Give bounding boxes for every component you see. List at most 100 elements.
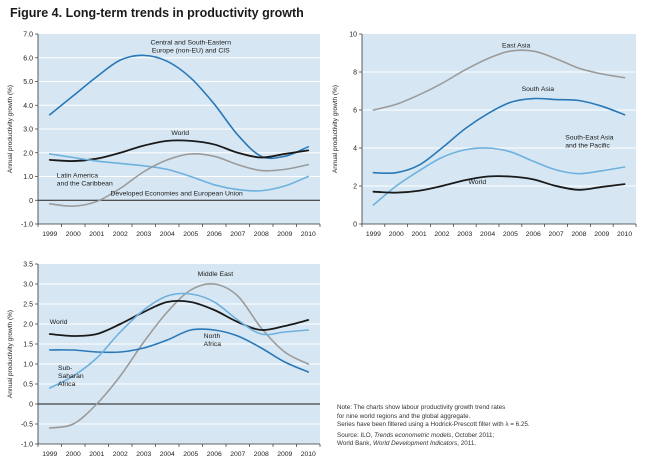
series-label-line: East Asia: [502, 42, 531, 49]
x-tick-label: 2010: [617, 231, 632, 238]
y-tick-label: 6.0: [23, 55, 33, 62]
x-tick-label: 2007: [549, 231, 564, 238]
x-tick-label: 2001: [412, 231, 427, 238]
y-tick-label: 3.5: [23, 262, 33, 269]
series-label-line: and the Caribbean: [57, 181, 113, 188]
y-tick-label: 6: [353, 108, 357, 115]
series-label-middle-east: Middle East: [198, 271, 234, 278]
series-label-latin-america-and-the-caribbean: Latin America and the Caribbean: [57, 173, 113, 188]
series-line-latin-america-and-the-caribbean: [48, 153, 310, 192]
chart-panel-asia: 0 2 4 6 8 10 1999 2000 2001 2002 2003 2004 2005 2006 2…: [325, 28, 647, 250]
x-tick-label: 1999: [366, 231, 381, 238]
y-axis-label: Annual productivity growth (%): [7, 85, 14, 173]
source-mid: , October 2011;: [451, 431, 495, 439]
series-label-line: World: [171, 130, 189, 137]
x-tick-label: 2008: [571, 231, 586, 238]
y-tick-label: 2.5: [23, 302, 33, 309]
y-tick-label: 7.0: [23, 32, 33, 39]
plot-area: [38, 264, 320, 444]
source-title-ilo: Trends econometric models: [374, 431, 452, 439]
x-tick-label: 2003: [136, 231, 151, 238]
series-line-world: [372, 175, 626, 194]
x-tick-label: 2001: [89, 231, 104, 238]
x-tick-label: 2004: [160, 231, 175, 238]
y-tick-label: -1.0: [21, 222, 33, 229]
x-tick-label: 2004: [160, 451, 175, 458]
y-tick-label: 8: [353, 70, 357, 77]
x-tick-label: 2006: [207, 231, 222, 238]
x-tick-label: 2004: [480, 231, 495, 238]
y-tick-label: 0: [29, 198, 33, 205]
y-tick-label: 10: [349, 32, 357, 39]
series-line-east-asia: [372, 49, 626, 111]
series-line-south-asia: [372, 97, 626, 175]
series-label-line: World: [50, 319, 68, 326]
series-label-sub-saharan-africa: Sub-Saharan Africa: [58, 365, 84, 388]
series-label-line: South-East Asia: [565, 134, 614, 141]
series-label-line: Sub-: [58, 365, 72, 372]
x-tick-label: 2006: [526, 231, 541, 238]
series-line-world: [48, 299, 310, 337]
series-label-line: Latin America: [57, 173, 98, 180]
source-title-worldbank: World Development Indicators: [372, 440, 458, 447]
y-tick-label: 1.5: [23, 342, 33, 349]
x-tick-label: 2007: [230, 231, 245, 238]
x-tick-label: 2009: [277, 451, 292, 458]
y-tick-label: 1.0: [23, 362, 33, 369]
chart-svg-2: 0 2 4 6 8 10 1999 2000 2001 2002 2003 2004 2005 2006 2…: [332, 32, 637, 238]
x-tick-label: 2009: [594, 231, 609, 238]
series-label-south-east-asia-and-the-pacific: South-East Asia and the Pacific: [565, 134, 614, 149]
x-tick-label: 2010: [301, 231, 316, 238]
chart-note: Note: The charts show labour productivit…: [337, 404, 642, 449]
x-tick-label: 2000: [66, 451, 81, 458]
y-tick-label: -0.5: [21, 422, 33, 429]
x-tick-label: 2002: [113, 231, 128, 238]
series-line-sub-saharan-africa: [48, 292, 310, 389]
x-tick-label: 2005: [183, 451, 198, 458]
series-line-south-east-asia-and-the-pacific: [372, 147, 626, 206]
x-tick-label: 2006: [207, 451, 222, 458]
y-tick-label: 4.0: [23, 103, 33, 110]
x-tick-label: 2010: [301, 451, 316, 458]
y-axis-label: Annual productivity growth (%): [7, 310, 14, 398]
series-label-north-africa: North Africa: [204, 333, 222, 348]
x-tick-label: 2007: [230, 451, 245, 458]
series-label-line: and the Pacific: [565, 142, 610, 149]
plot-area: [362, 34, 636, 224]
series-label-world: World: [50, 319, 68, 326]
y-tick-label: 2.0: [23, 150, 33, 157]
y-tick-label: 3.0: [23, 282, 33, 289]
series-label-south-asia: South Asia: [522, 86, 555, 93]
chart-panel-europe-latin-america: -1.0 0 1.0 2.0 3.0 4.0 5.0 6.0 7.0 1999 2000 2001 20…: [0, 28, 325, 250]
y-tick-label: 3.0: [23, 127, 33, 134]
series-label-line: Europe (non-EU) and CIS: [152, 48, 230, 55]
y-tick-label: 0.5: [23, 382, 33, 389]
x-tick-label: 2003: [457, 231, 472, 238]
x-tick-label: 2009: [277, 231, 292, 238]
x-tick-label: 2000: [66, 231, 81, 238]
y-tick-label: 2: [353, 184, 357, 191]
x-tick-label: 2002: [113, 451, 128, 458]
source-prefix: Source: ILO,: [337, 431, 375, 439]
series-label-developed-economies-and-european-union: Developed Economies and European Union: [111, 191, 243, 198]
series-label-line: World: [468, 179, 486, 186]
series-label-line: South Asia: [522, 86, 555, 93]
chart-panel-middle-east-africa: -1.0 -0.5 0 0.5 1.0 1.5 2.0 2.5 3.0 3.5 1999 2000 20…: [0, 256, 325, 468]
series-label-east-asia: East Asia: [502, 42, 531, 49]
y-tick-label: -1.0: [21, 442, 33, 449]
source-line-1: Source: ILO, Trends econometric models, …: [337, 432, 642, 441]
y-tick-label: 0: [353, 222, 357, 229]
series-label-world: World: [171, 130, 189, 137]
chart-svg-3: -1.0 -0.5 0 0.5 1.0 1.5 2.0 2.5 3.0 3.5 1999 2000 20…: [7, 262, 321, 458]
y-tick-label: 0: [29, 402, 33, 409]
note-line-3: Series have been filtered using a Hodric…: [337, 421, 530, 428]
x-tick-label: 2002: [434, 231, 449, 238]
y-tick-label: 5.0: [23, 79, 33, 86]
y-axis-label: Annual productivity growth (%): [332, 85, 339, 173]
y-tick-label: 1.0: [23, 174, 33, 181]
series-line-world: [48, 139, 310, 162]
note-line-1: Note: The charts show labour productivit…: [337, 404, 506, 411]
series-label-line: Africa: [58, 381, 76, 388]
series-label-central-and-south-eastern-europe-non-eu-and-cis: Central and South-Eastern Europe (non-EU)…: [151, 40, 232, 55]
series-label-line: Africa: [204, 341, 222, 348]
